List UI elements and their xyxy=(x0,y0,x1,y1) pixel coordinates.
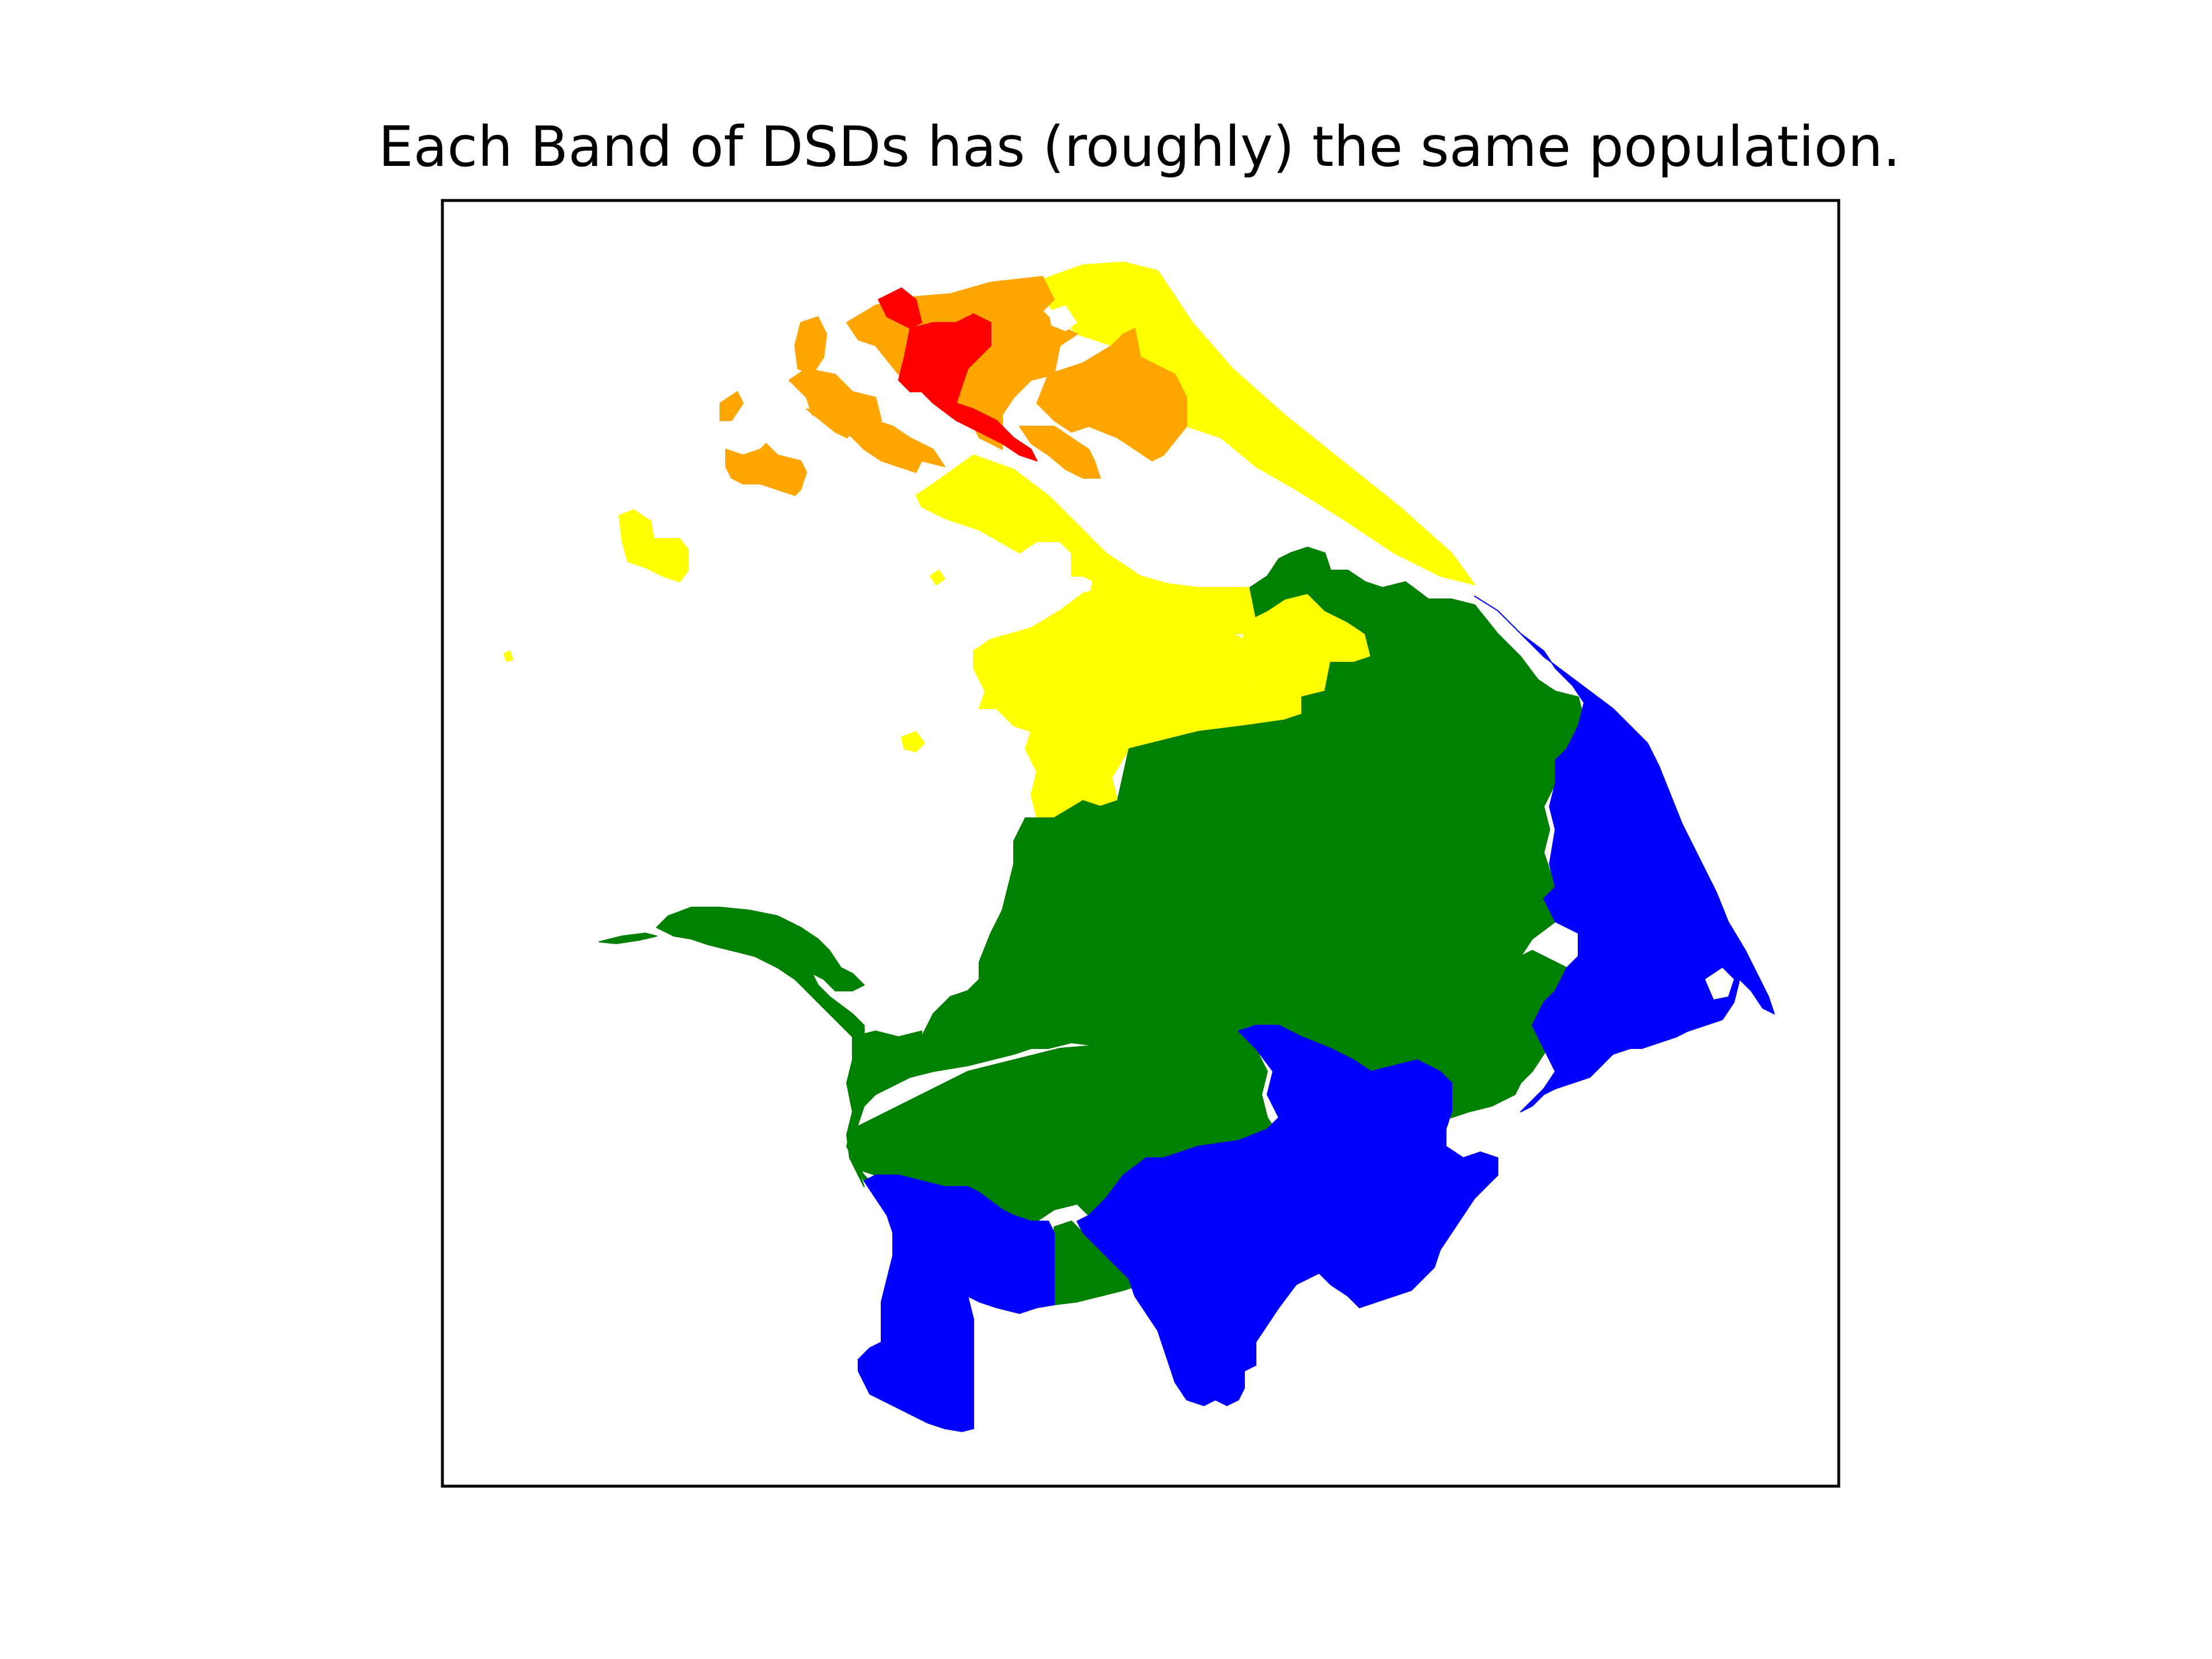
region-yellow-island-2 xyxy=(930,570,945,585)
region-blue-east-coast xyxy=(1474,596,1775,1112)
lagoon-north-1 xyxy=(1048,305,1077,331)
lagoon-east xyxy=(1705,968,1734,999)
region-orange-island-1 xyxy=(794,316,827,375)
region-orange-island-3 xyxy=(725,443,807,496)
region-blue-south-central xyxy=(1077,1025,1498,1406)
region-orange-island-2 xyxy=(719,391,744,421)
lagoon-overlays xyxy=(1048,305,1734,999)
region-yellow-island-4 xyxy=(503,650,513,662)
map-title: Each Band of DSDs has (roughly) the same… xyxy=(378,115,1900,179)
region-red-2 xyxy=(898,313,1037,461)
band-blue xyxy=(858,596,1775,1432)
band-yellow xyxy=(503,262,1475,819)
region-yellow-island-3 xyxy=(901,731,925,752)
region-orange-southeast xyxy=(1019,426,1101,479)
region-green-spit xyxy=(656,907,865,1037)
axes-frame xyxy=(441,199,1840,1488)
region-green-spit-tip xyxy=(599,933,657,944)
region-red-1 xyxy=(878,287,922,329)
region-orange-east xyxy=(1036,328,1187,461)
region-blue-southwest xyxy=(858,1175,1055,1432)
region-orange-southwest xyxy=(806,408,945,473)
region-yellow-island-1 xyxy=(619,509,689,582)
band-red xyxy=(878,287,1037,461)
region-green-coast xyxy=(846,1031,922,1187)
